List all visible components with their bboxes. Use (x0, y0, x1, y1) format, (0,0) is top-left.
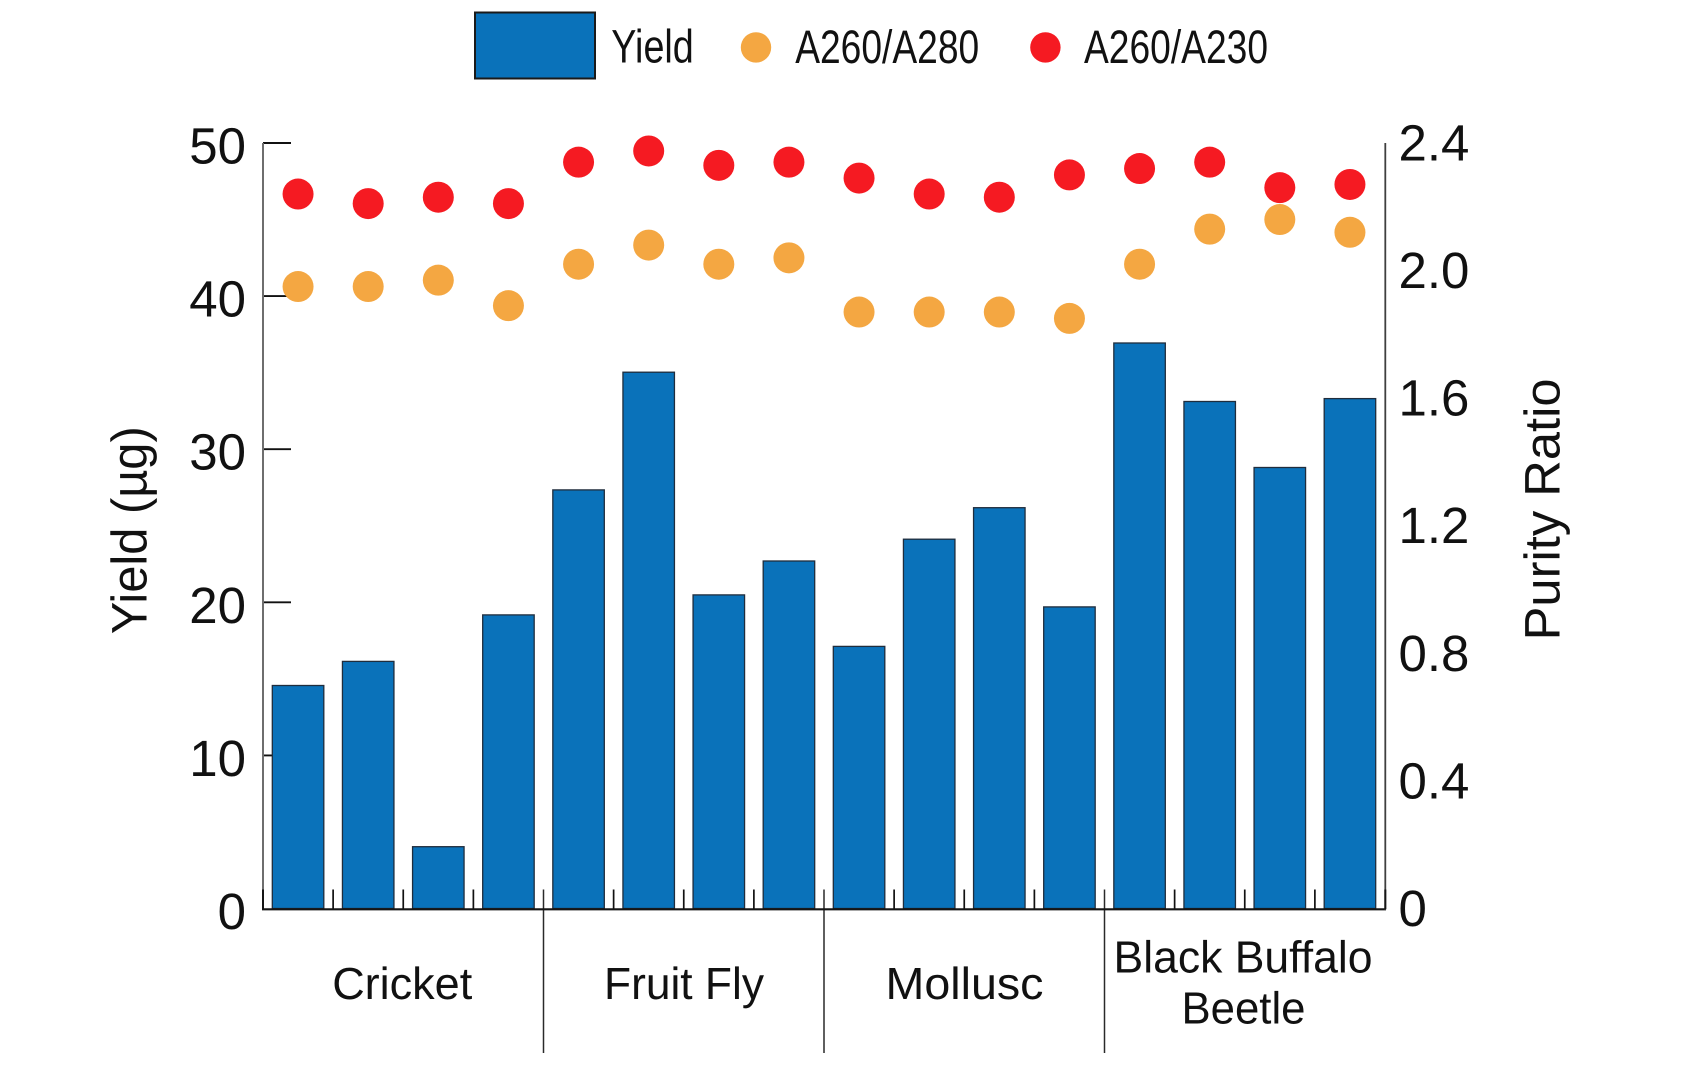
svg-text:2.4: 2.4 (1399, 115, 1470, 172)
svg-text:0: 0 (218, 883, 246, 940)
svg-text:Mollusc: Mollusc (886, 958, 1044, 1009)
svg-text:2.0: 2.0 (1399, 242, 1470, 299)
svg-text:20: 20 (189, 577, 246, 634)
svg-text:Beetle: Beetle (1182, 983, 1306, 1034)
svg-text:Yield: Yield (611, 20, 694, 73)
svg-text:Fruit Fly: Fruit Fly (604, 958, 764, 1009)
svg-text:A260/A230: A260/A230 (1084, 20, 1268, 73)
svg-text:0.4: 0.4 (1399, 752, 1470, 809)
svg-text:0.8: 0.8 (1399, 625, 1470, 682)
svg-text:30: 30 (189, 424, 246, 481)
svg-text:A260/A280: A260/A280 (795, 20, 979, 73)
svg-text:10: 10 (189, 730, 246, 787)
svg-text:Black Buffalo: Black Buffalo (1114, 932, 1373, 983)
svg-text:50: 50 (189, 118, 246, 175)
svg-text:Cricket: Cricket (332, 958, 473, 1009)
svg-text:1.2: 1.2 (1399, 497, 1470, 554)
svg-text:1.6: 1.6 (1399, 370, 1470, 427)
svg-text:0: 0 (1399, 880, 1427, 937)
svg-text:Yield (µg): Yield (µg) (102, 426, 158, 634)
svg-text:Purity Ratio: Purity Ratio (1515, 378, 1571, 640)
svg-text:40: 40 (189, 271, 246, 328)
